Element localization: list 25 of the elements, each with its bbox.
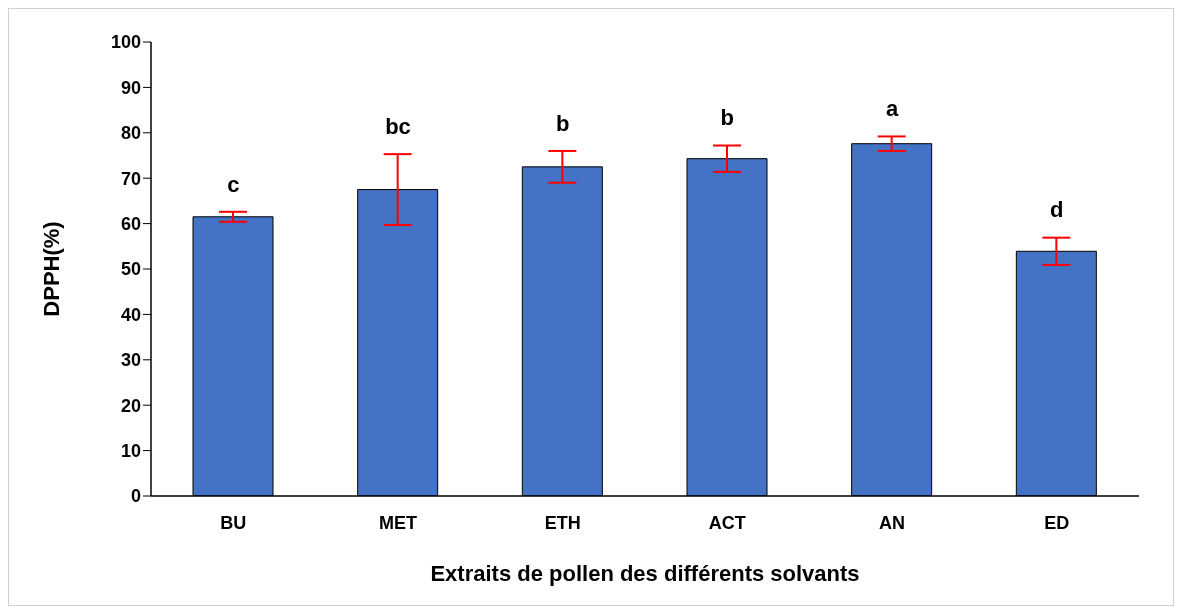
y-tick-label: 30 [120, 350, 141, 371]
annotation: d [1049, 197, 1064, 223]
y-tick-label: 100 [110, 32, 141, 53]
y-tick-label: 10 [120, 440, 141, 461]
annotation: a [885, 96, 899, 122]
x-tick-label: ETH [544, 512, 581, 533]
x-axis-title: Extraits de pollen des différents solvants [430, 561, 860, 586]
y-tick-label: 60 [120, 213, 141, 234]
y-axis-title: DPPH(%) [38, 221, 64, 317]
y-tick-label: 20 [120, 395, 141, 416]
annotation: bc [385, 113, 411, 139]
y-tick-label: 80 [120, 123, 141, 144]
y-tick-label: 50 [120, 259, 141, 280]
x-tick-label: AN [879, 512, 905, 533]
annotation: b [555, 110, 570, 136]
x-tick-label: ACT [708, 512, 746, 533]
y-tick-label: 90 [120, 77, 141, 98]
y-tick-label: 70 [120, 168, 141, 189]
annotation: b [720, 105, 735, 131]
x-tick-label: ED [1044, 512, 1070, 533]
annotation: c [227, 171, 240, 197]
x-tick-label: BU [220, 512, 247, 533]
y-tick-label: 0 [130, 486, 141, 507]
x-tick-label: MET [379, 512, 417, 533]
y-tick-label: 40 [120, 304, 141, 325]
